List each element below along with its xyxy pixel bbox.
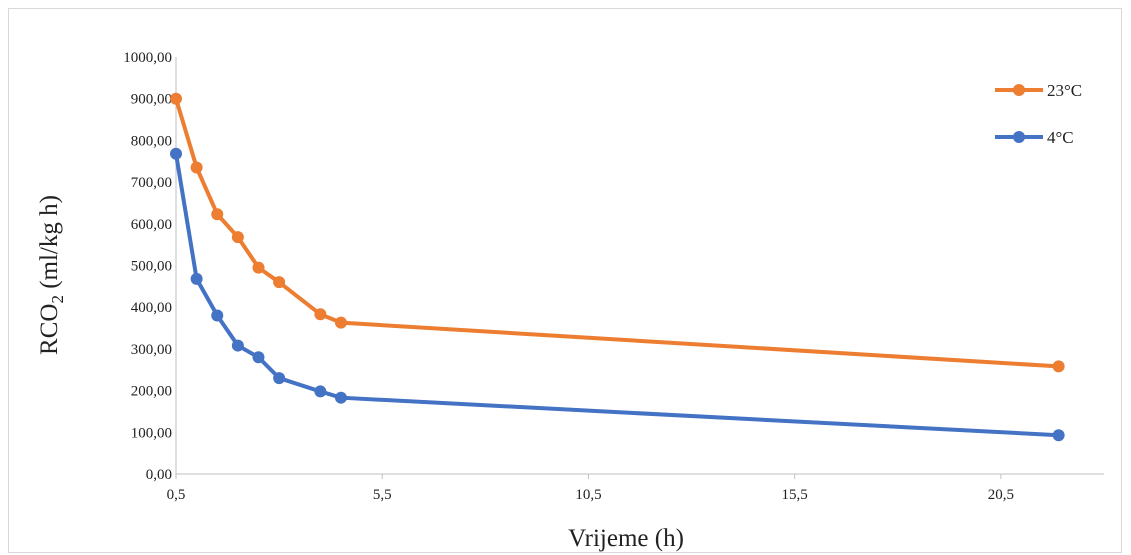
legend-swatch-marker [1013, 84, 1025, 96]
y-tick-label: 700,00 [131, 175, 172, 191]
data-point [190, 161, 203, 174]
data-point [190, 272, 203, 285]
x-tick-label: 5,5 [373, 487, 392, 503]
data-point [252, 351, 265, 364]
y-tick-label: 100,00 [131, 425, 172, 441]
data-point [252, 261, 265, 274]
y-tick-label: 400,00 [131, 300, 172, 316]
series-line [174, 98, 1059, 369]
y-axis-title-subscript: 2 [48, 295, 67, 304]
x-tick-labels: 0,5 5,5 10,5 15,5 20,5 [167, 474, 1014, 503]
data-point [273, 372, 286, 385]
data-point [170, 147, 182, 160]
x-tick-label: 0,5 [167, 487, 186, 503]
series-1 [170, 92, 1065, 373]
legend-item: 23°C [995, 81, 1082, 100]
y-tick-label: 600,00 [131, 217, 172, 233]
y-tick-label: 300,00 [131, 342, 172, 358]
y-axis-title-main: RCO [36, 304, 63, 355]
data-point [1052, 429, 1065, 442]
data-point [231, 339, 244, 352]
y-tick-label: 500,00 [131, 259, 172, 275]
data-point [314, 308, 327, 321]
data-point [211, 309, 224, 322]
x-tick-label: 15,5 [782, 487, 808, 503]
y-tick-label: 200,00 [131, 384, 172, 400]
y-axis-title-rest: (ml/kg h) [36, 195, 63, 295]
x-tick-label: 20,5 [988, 487, 1014, 503]
y-tick-label: 800,00 [131, 133, 172, 149]
series-2 [170, 147, 1065, 442]
legend-item: 4°C [995, 128, 1074, 147]
series-line [174, 153, 1059, 438]
legend: 23°C 4°C [995, 81, 1082, 147]
legend-label: 4°C [1047, 128, 1074, 147]
data-point [170, 92, 182, 105]
data-point [334, 391, 347, 404]
y-tick-label: 900,00 [131, 92, 172, 108]
legend-label: 23°C [1047, 81, 1082, 100]
y-axis-title: RCO2 (ml/kg h) [36, 195, 67, 355]
y-tick-labels: 0,00 100,00 200,00 300,00 400,00 500,00 600,00… [123, 50, 172, 483]
series-layer [170, 92, 1065, 442]
x-axis-title: Vrijeme (h) [568, 525, 684, 552]
data-point [1052, 360, 1065, 373]
data-point [211, 208, 224, 221]
x-tick-label: 10,5 [575, 487, 601, 503]
legend-swatch-marker [1013, 131, 1025, 143]
y-tick-label: 0,00 [146, 467, 172, 483]
data-point [273, 276, 286, 289]
data-point [314, 385, 327, 398]
data-point [231, 231, 244, 244]
axes [175, 57, 1104, 475]
data-point [334, 316, 347, 329]
y-tick-label: 1000,00 [123, 50, 172, 66]
